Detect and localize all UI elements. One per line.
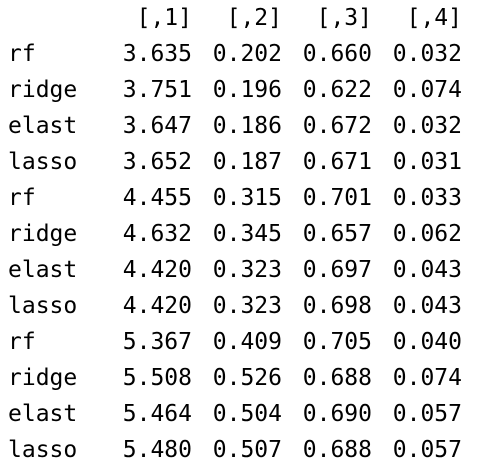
column-header: [,4] xyxy=(406,5,462,31)
matrix-cell: 3.751 xyxy=(122,77,192,103)
column-header: [,1] xyxy=(136,5,192,31)
matrix-cell: 3.647 xyxy=(122,113,192,139)
matrix-cell: 0.697 xyxy=(302,257,372,283)
matrix-cell: 0.688 xyxy=(302,365,372,391)
matrix-row: ridge 4.632 0.345 0.657 0.062 xyxy=(0,216,486,252)
matrix-row: ridge 5.508 0.526 0.688 0.074 xyxy=(0,360,486,396)
row-name: ridge xyxy=(8,77,78,103)
matrix-cell: 5.464 xyxy=(122,401,192,427)
matrix-cell: 3.635 xyxy=(122,41,192,67)
matrix-cell: 0.186 xyxy=(212,113,282,139)
matrix-cell: 0.657 xyxy=(302,221,372,247)
matrix-cell: 0.074 xyxy=(392,365,462,391)
matrix-row: rf 3.635 0.202 0.660 0.032 xyxy=(0,36,486,72)
matrix-cell: 0.671 xyxy=(302,149,372,175)
matrix-cell: 0.315 xyxy=(212,185,282,211)
matrix-cell: 4.632 xyxy=(122,221,192,247)
matrix-cell: 0.688 xyxy=(302,437,372,463)
matrix-cell: 0.187 xyxy=(212,149,282,175)
matrix-cell: 0.202 xyxy=(212,41,282,67)
row-name: elast xyxy=(8,257,78,283)
matrix-cell: 0.043 xyxy=(392,293,462,319)
matrix-row: lasso 4.420 0.323 0.698 0.043 xyxy=(0,288,486,324)
row-name: rf xyxy=(8,41,36,67)
row-name: elast xyxy=(8,113,78,139)
matrix-cell: 0.409 xyxy=(212,329,282,355)
matrix-cell: 0.032 xyxy=(392,41,462,67)
matrix-row: rf 4.455 0.315 0.701 0.033 xyxy=(0,180,486,216)
matrix-cell: 3.652 xyxy=(122,149,192,175)
matrix-row: elast 4.420 0.323 0.697 0.043 xyxy=(0,252,486,288)
matrix-cell: 0.622 xyxy=(302,77,372,103)
row-name: ridge xyxy=(8,221,78,247)
matrix-cell: 0.033 xyxy=(392,185,462,211)
matrix-row: elast 3.647 0.186 0.672 0.032 xyxy=(0,108,486,144)
matrix-cell: 0.504 xyxy=(212,401,282,427)
matrix-row: lasso 5.480 0.507 0.688 0.057 xyxy=(0,432,486,468)
row-name: rf xyxy=(8,185,36,211)
row-name: lasso xyxy=(8,149,78,175)
matrix-cell: 0.057 xyxy=(392,401,462,427)
matrix-cell: 0.032 xyxy=(392,113,462,139)
matrix-cell: 0.074 xyxy=(392,77,462,103)
matrix-cell: 0.196 xyxy=(212,77,282,103)
matrix-row: ridge 3.751 0.196 0.622 0.074 xyxy=(0,72,486,108)
matrix-cell: 5.508 xyxy=(122,365,192,391)
matrix-cell: 0.526 xyxy=(212,365,282,391)
matrix-cell: 0.043 xyxy=(392,257,462,283)
matrix-cell: 0.057 xyxy=(392,437,462,463)
matrix-header-row: [,1] [,2] [,3] [,4] xyxy=(0,0,486,36)
matrix-cell: 5.480 xyxy=(122,437,192,463)
matrix-row: elast 5.464 0.504 0.690 0.057 xyxy=(0,396,486,432)
matrix-cell: 0.705 xyxy=(302,329,372,355)
column-header: [,3] xyxy=(316,5,372,31)
matrix-cell: 0.672 xyxy=(302,113,372,139)
matrix-cell: 0.031 xyxy=(392,149,462,175)
matrix-cell: 0.660 xyxy=(302,41,372,67)
row-name: lasso xyxy=(8,293,78,319)
matrix-cell: 0.345 xyxy=(212,221,282,247)
matrix-cell: 0.698 xyxy=(302,293,372,319)
row-name: lasso xyxy=(8,437,78,463)
matrix-cell: 4.420 xyxy=(122,293,192,319)
matrix-cell: 0.323 xyxy=(212,257,282,283)
matrix-cell: 0.040 xyxy=(392,329,462,355)
matrix-row: lasso 3.652 0.187 0.671 0.031 xyxy=(0,144,486,180)
row-name: ridge xyxy=(8,365,78,391)
matrix-cell: 0.690 xyxy=(302,401,372,427)
matrix-row: rf 5.367 0.409 0.705 0.040 xyxy=(0,324,486,360)
matrix-cell: 5.367 xyxy=(122,329,192,355)
row-name: elast xyxy=(8,401,78,427)
matrix-cell: 4.455 xyxy=(122,185,192,211)
matrix-cell: 0.507 xyxy=(212,437,282,463)
matrix-cell: 0.323 xyxy=(212,293,282,319)
matrix-cell: 0.062 xyxy=(392,221,462,247)
matrix-cell: 4.420 xyxy=(122,257,192,283)
row-name: rf xyxy=(8,329,36,355)
column-header: [,2] xyxy=(226,5,282,31)
matrix-cell: 0.701 xyxy=(302,185,372,211)
